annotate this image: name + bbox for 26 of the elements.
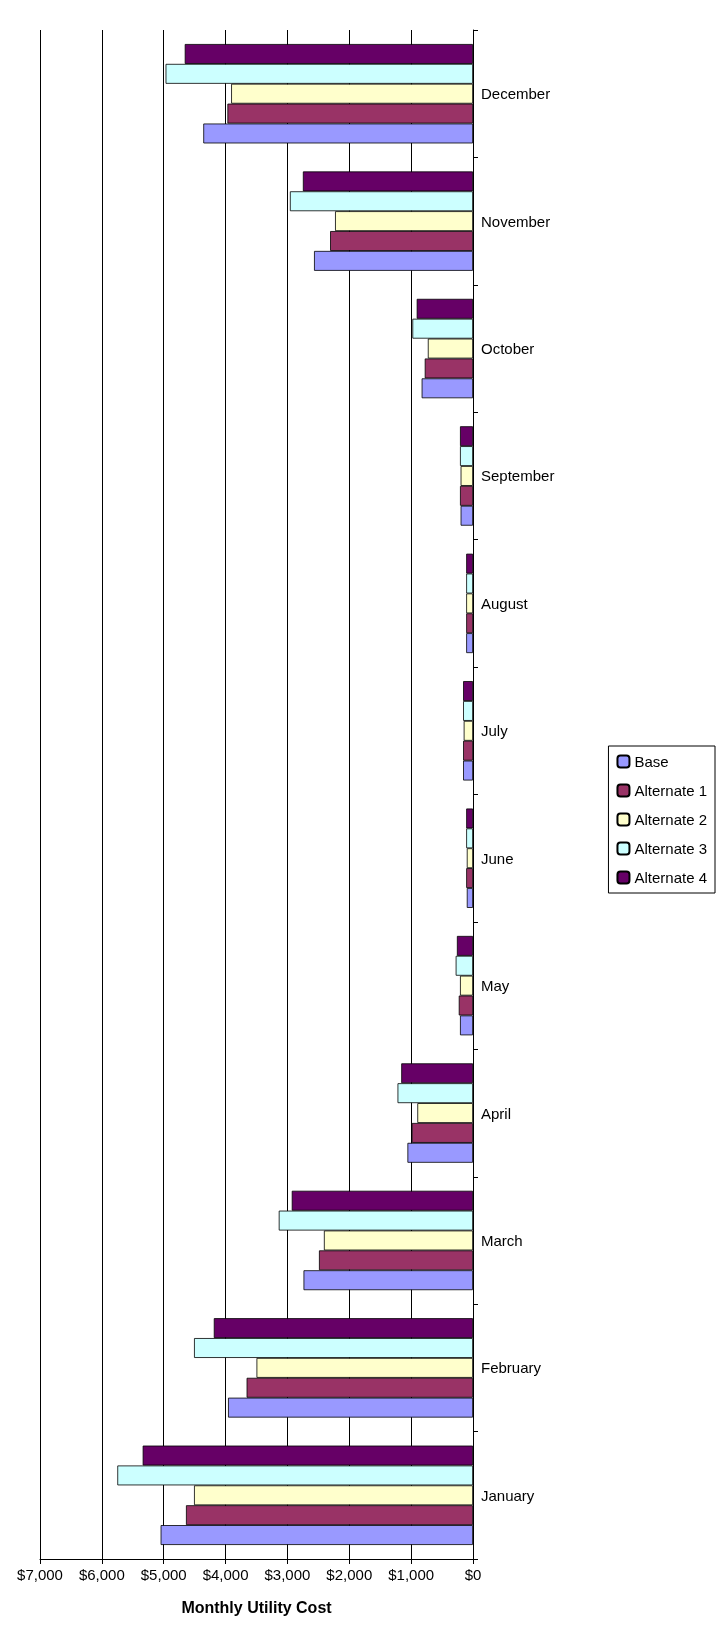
x-tick-label: $3,000 — [264, 1566, 311, 1583]
x-tick-label: $4,000 — [202, 1566, 249, 1583]
x-tick-label: $6,000 — [78, 1566, 125, 1583]
legend-label: Alternate 3 — [634, 840, 707, 857]
y-tick-label: February — [481, 1359, 542, 1377]
y-tick-label: July — [481, 722, 509, 740]
legend-label: Alternate 4 — [634, 869, 707, 886]
y-tick-label: September — [481, 467, 555, 485]
x-tick-label: $5,000 — [140, 1566, 187, 1583]
y-tick-label: April — [481, 1104, 512, 1122]
legend-label: Alternate 2 — [634, 811, 707, 828]
y-tick-label: December — [481, 85, 551, 103]
x-axis-title: Monthly Utility Cost — [181, 1598, 333, 1616]
y-tick-label: January — [481, 1486, 535, 1504]
x-tick-label: $2,000 — [326, 1566, 373, 1583]
x-tick-label: $0 — [464, 1566, 482, 1583]
y-tick-label: November — [481, 212, 551, 230]
y-tick-label: May — [481, 977, 510, 995]
y-tick-label: March — [481, 1231, 523, 1249]
legend-label: Alternate 1 — [634, 782, 707, 799]
y-tick-label: October — [481, 340, 535, 358]
y-tick-label: August — [481, 594, 529, 612]
x-tick-label: $7,000 — [17, 1566, 63, 1583]
legend-label: Base — [634, 753, 669, 770]
x-tick-label: $1,000 — [388, 1566, 435, 1583]
y-tick-label: June — [481, 849, 514, 867]
